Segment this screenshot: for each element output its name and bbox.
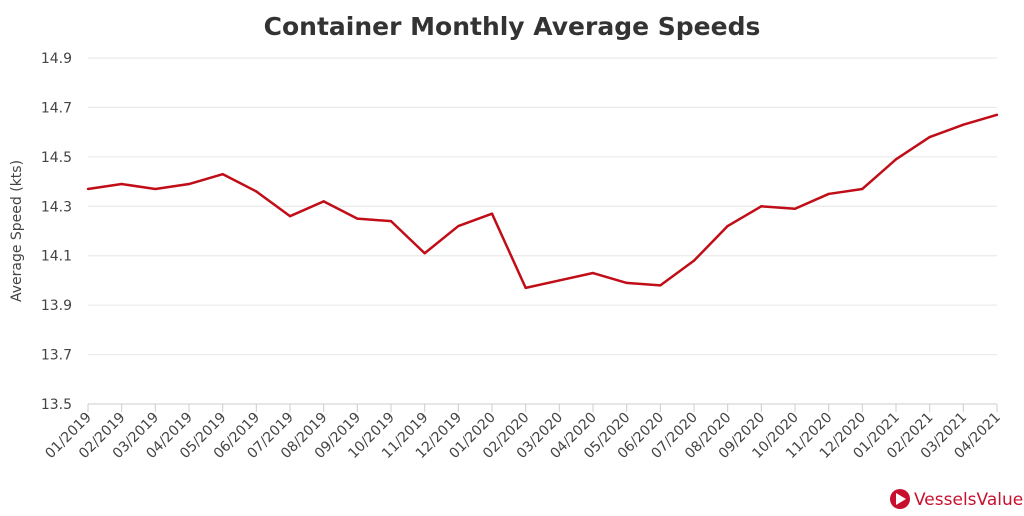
data-point — [86, 187, 90, 191]
y-tick-label: 14.9 — [41, 51, 72, 67]
y-tick-label: 14.3 — [41, 199, 72, 215]
data-point — [995, 113, 999, 117]
data-point — [457, 224, 460, 228]
data-point — [692, 259, 696, 262]
data-point — [793, 207, 797, 210]
data-point — [591, 271, 595, 275]
data-point — [423, 252, 426, 255]
data-point — [558, 279, 561, 282]
data-point — [288, 214, 292, 218]
series-line — [87, 113, 998, 290]
data-point — [389, 219, 393, 223]
data-point — [928, 135, 931, 139]
y-tick-label: 14.1 — [41, 249, 72, 265]
data-point — [187, 182, 191, 186]
data-point — [625, 281, 628, 285]
data-point — [255, 190, 258, 193]
y-axis-label: Average Speed (kts) — [9, 160, 25, 302]
data-point — [356, 217, 359, 220]
logo-arrow-icon — [896, 493, 906, 505]
y-tick-label: 14.5 — [41, 150, 72, 166]
y-tick-label: 14.7 — [41, 100, 72, 116]
vesselsvalue-logo: VesselsValue — [890, 489, 1023, 510]
data-point — [726, 224, 729, 228]
chart-title: Container Monthly Average Speeds — [264, 12, 761, 41]
data-point — [894, 158, 898, 161]
y-tick-label: 13.5 — [41, 397, 72, 413]
y-tick-label: 13.7 — [41, 348, 72, 364]
data-point — [154, 187, 157, 191]
data-point — [760, 205, 763, 208]
data-point — [861, 187, 864, 191]
data-point — [322, 200, 325, 203]
data-point — [827, 192, 830, 196]
logo-text: VesselsValue — [914, 490, 1023, 510]
data-point — [490, 212, 494, 215]
data-point — [120, 182, 123, 186]
data-point — [524, 286, 527, 290]
data-point — [659, 284, 662, 287]
y-tick-label: 13.9 — [41, 298, 72, 314]
data-point — [962, 123, 965, 126]
data-point — [221, 172, 224, 176]
